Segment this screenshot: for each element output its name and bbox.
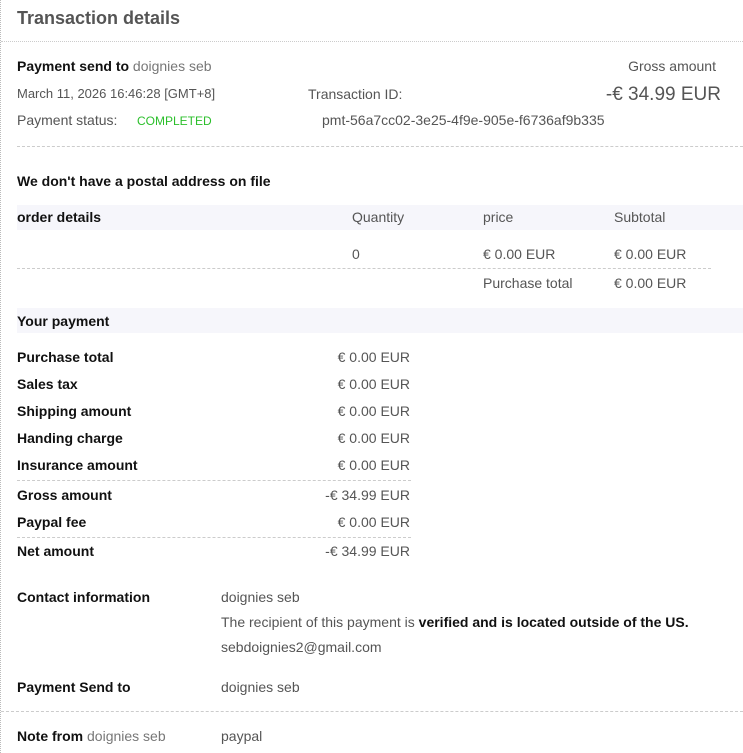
note-from-label: Note from — [17, 728, 84, 744]
payment-row-value: € 0.00 EUR — [337, 349, 410, 365]
order-quantity: 0 — [352, 246, 360, 262]
price-header: price — [483, 209, 514, 225]
transaction-id[interactable]: pmt-56a7cc02-3e25-4f9e-905e-f6736af9b335 — [322, 112, 605, 128]
contact-email[interactable]: sebdoignies2@gmail.com — [221, 639, 382, 655]
recipient-name: doignies seb — [132, 58, 212, 74]
transaction-datetime: March 11, 2026 16:46:28 [GMT+8] — [17, 86, 216, 101]
payment-row-label: Net amount — [17, 543, 94, 559]
recipient-verification: The recipient of this payment is verifie… — [221, 613, 689, 631]
verification-prefix: The recipient of this payment is — [221, 614, 419, 630]
page-title: Transaction details — [17, 8, 181, 28]
payment-send-to: Payment send to doignies seb — [17, 57, 212, 75]
your-payment-heading: Your payment — [17, 313, 110, 329]
divider — [1, 711, 743, 712]
postal-address-note: We don't have a postal address on file — [17, 173, 271, 189]
subtotal-header: Subtotal — [614, 209, 666, 225]
payment-row-value: € 0.00 EUR — [337, 376, 410, 392]
quantity-header: Quantity — [352, 209, 405, 225]
purchase-total-label: Purchase total — [483, 275, 573, 291]
gross-amount-value: -€ 34.99 EUR — [605, 84, 721, 105]
payment-row-value: -€ 34.99 EUR — [325, 543, 410, 559]
your-payment-header — [17, 308, 743, 333]
note-text: paypal — [221, 728, 263, 744]
divider — [17, 537, 411, 538]
payment-row-label: Insurance amount — [17, 457, 138, 473]
contact-info-label: Contact information — [17, 589, 150, 605]
payment-row-label: Purchase total — [17, 349, 114, 365]
transaction-id-label: Transaction ID: — [308, 86, 403, 102]
payment-row-label: Shipping amount — [17, 403, 132, 419]
divider — [17, 146, 743, 147]
payment-row-label: Sales tax — [17, 376, 78, 392]
gross-amount-label: Gross amount — [628, 58, 716, 74]
payment-row-value: € 0.00 EUR — [337, 403, 410, 419]
order-subtotal: € 0.00 EUR — [614, 246, 687, 262]
send-label: Payment send to — [17, 58, 130, 74]
note-from-name: doignies seb — [87, 728, 166, 744]
order-details-heading: order details — [17, 209, 102, 225]
payment-row-label: Handing charge — [17, 430, 123, 446]
payment-row-label: Gross amount — [17, 487, 112, 503]
verification-status: verified and is located outside of the U… — [418, 614, 689, 630]
payment-send-to-value: doignies seb — [221, 679, 300, 695]
payment-send-to-label: Payment Send to — [17, 679, 131, 695]
payment-row-value: -€ 34.99 EUR — [325, 487, 410, 503]
order-price: € 0.00 EUR — [483, 246, 556, 262]
order-details-header — [17, 205, 743, 230]
payment-row-value: € 0.00 EUR — [337, 514, 410, 530]
payment-row-value: € 0.00 EUR — [337, 430, 410, 446]
divider — [17, 268, 711, 269]
payment-row-value: € 0.00 EUR — [337, 457, 410, 473]
note-from: Note from doignies seb — [17, 727, 166, 745]
payment-row-label: Paypal fee — [17, 514, 87, 530]
contact-name: doignies seb — [221, 589, 300, 605]
divider — [17, 480, 411, 481]
purchase-total-value: € 0.00 EUR — [614, 275, 687, 291]
payment-status-label: Payment status: — [17, 112, 118, 128]
status-badge: COMPLETED — [137, 114, 212, 128]
divider — [1, 41, 743, 42]
